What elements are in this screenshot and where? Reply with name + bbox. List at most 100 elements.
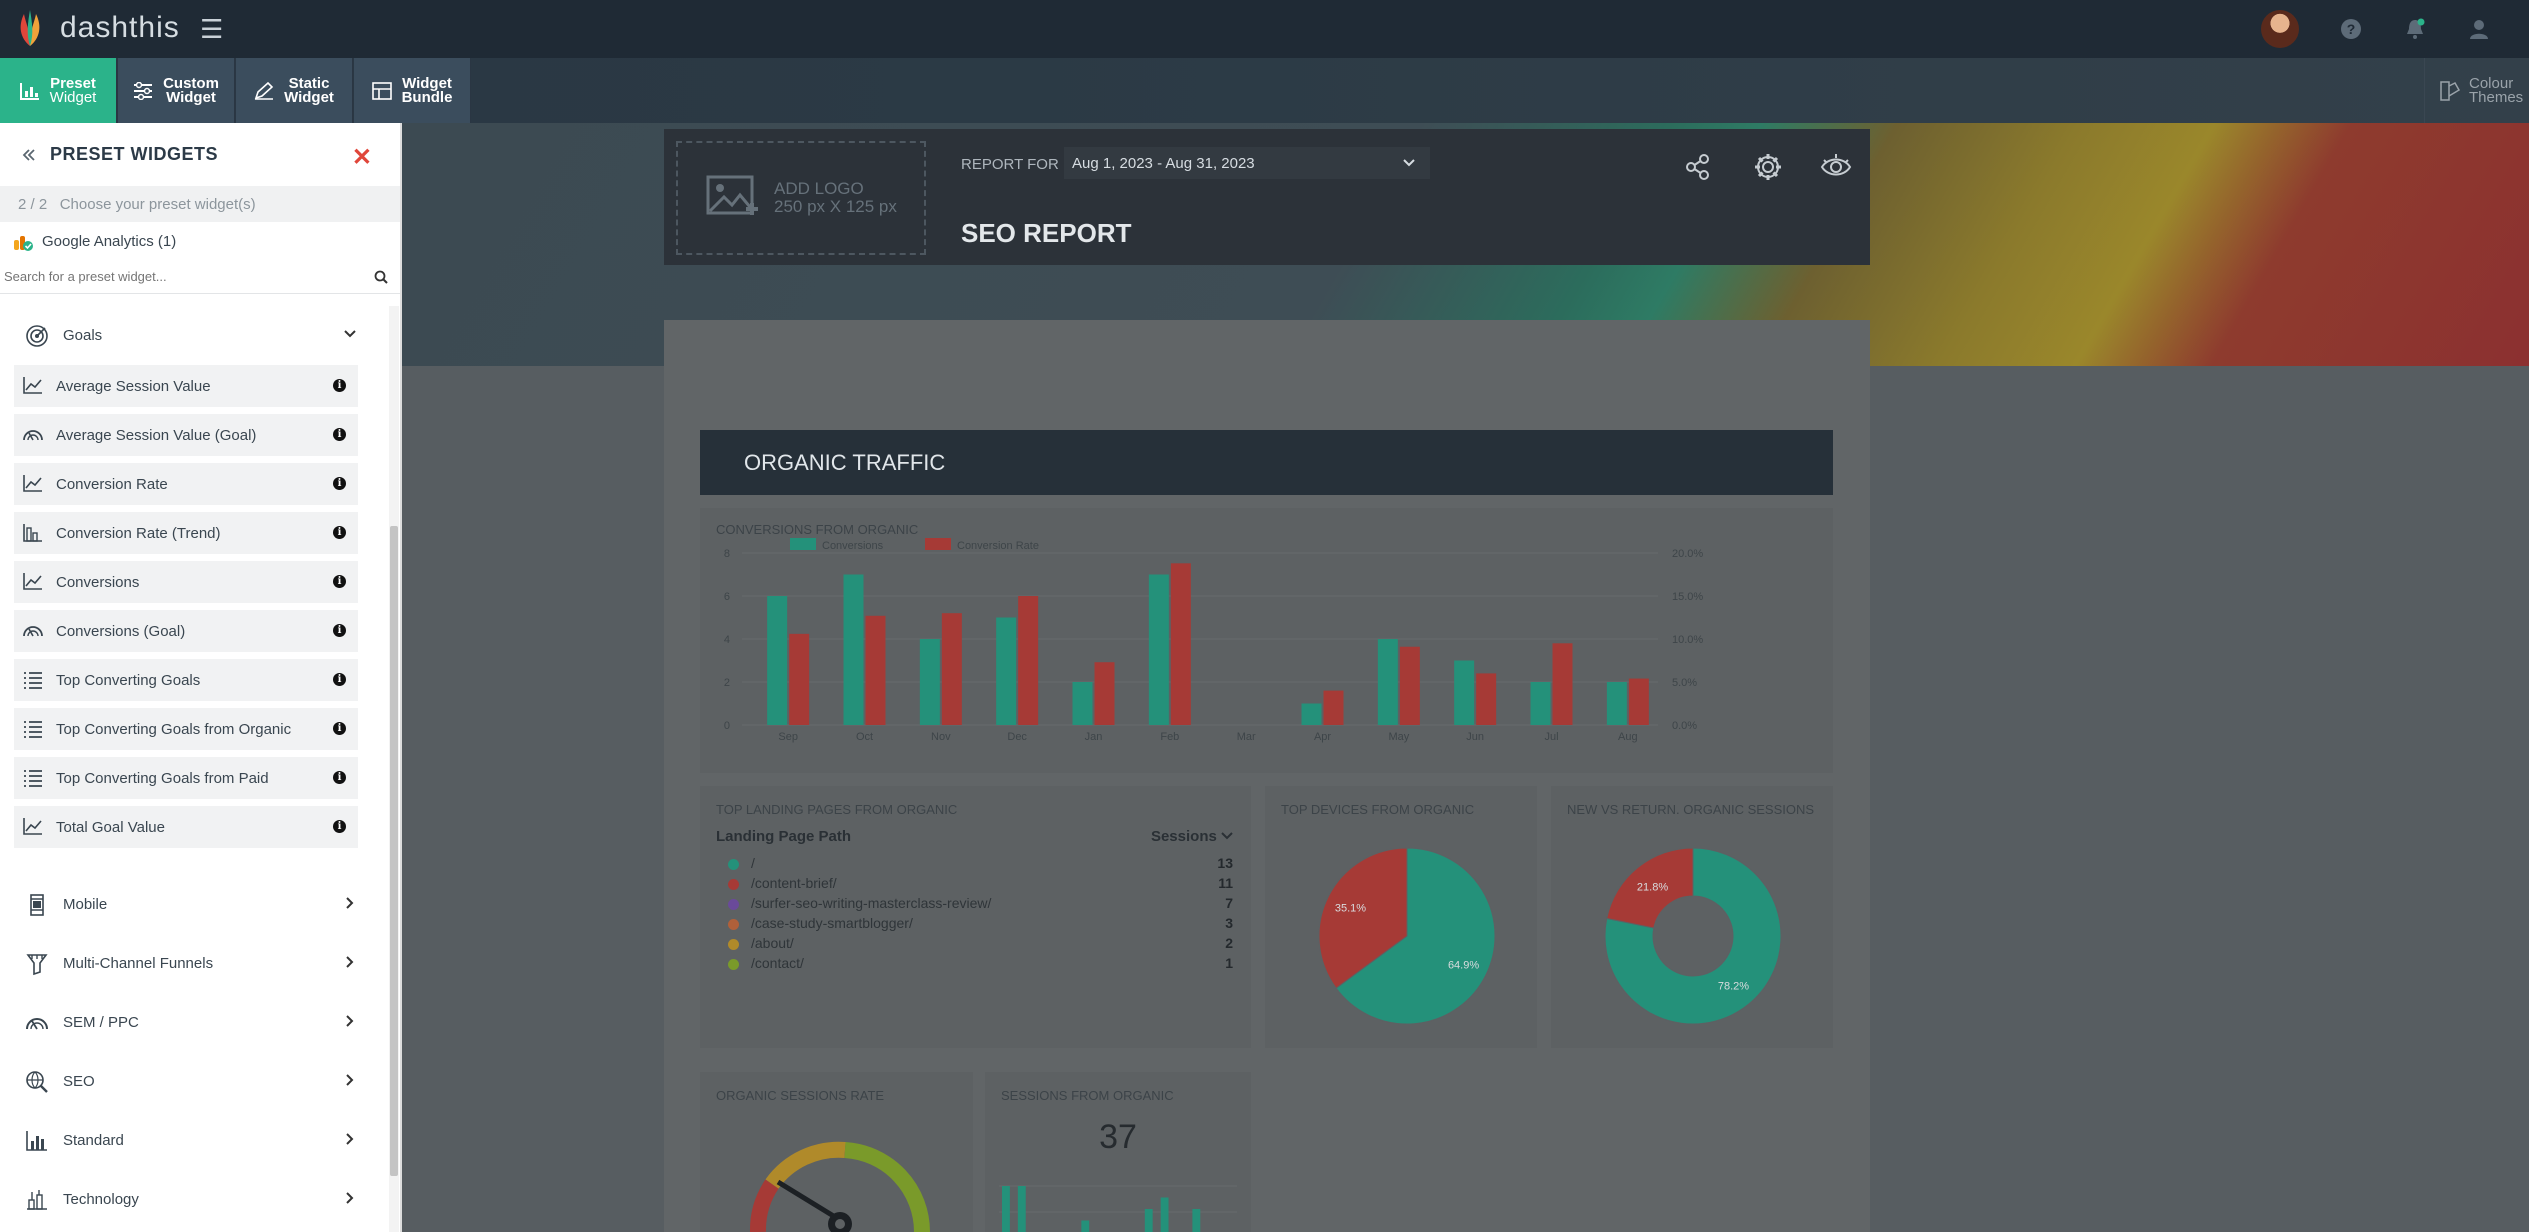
new-vs-return-widget[interactable]: NEW VS RETURN. ORGANIC SESSIONS 78.2% 21.… bbox=[1551, 786, 1833, 1048]
sessions-header[interactable]: Sessions bbox=[1151, 828, 1233, 845]
landing-page-row[interactable]: /about/2 bbox=[728, 934, 1233, 952]
pie-slice[interactable] bbox=[1335, 847, 1496, 1025]
bar-conversions[interactable] bbox=[843, 574, 864, 726]
info-icon[interactable]: i bbox=[333, 820, 346, 833]
landing-pages-widget[interactable]: TOP LANDING PAGES FROM ORGANIC Landing P… bbox=[700, 786, 1251, 1048]
sessions-from-organic-widget[interactable]: SESSIONS FROM ORGANIC 37 bbox=[985, 1072, 1251, 1232]
data-source[interactable]: Google Analytics (1) bbox=[0, 222, 400, 260]
preset-widget-item[interactable]: Conversion Rate i bbox=[14, 463, 358, 505]
bar-conversion-rate[interactable] bbox=[1018, 596, 1039, 725]
landing-page-row[interactable]: /case-study-smartblogger/3 bbox=[728, 914, 1233, 932]
info-icon[interactable]: i bbox=[333, 771, 346, 784]
widget-bundle-button[interactable]: Widget Bundle bbox=[354, 58, 471, 123]
app-logo[interactable]: dashthis bbox=[12, 8, 180, 48]
sidebar-category[interactable]: SEO bbox=[0, 1052, 388, 1111]
landing-page-row[interactable]: /surfer-seo-writing-masterclass-review/7 bbox=[728, 894, 1233, 912]
info-icon[interactable]: i bbox=[333, 526, 346, 539]
bar-conversions[interactable] bbox=[996, 617, 1017, 726]
landing-page-path-header[interactable]: Landing Page Path bbox=[716, 828, 852, 845]
bar-conversions[interactable] bbox=[1148, 574, 1169, 726]
preset-widget-button[interactable]: Preset Widget bbox=[0, 58, 117, 123]
bar-conversions[interactable] bbox=[919, 639, 940, 725]
bar-conversion-rate[interactable] bbox=[1476, 673, 1497, 725]
bar-conversions[interactable] bbox=[1530, 682, 1551, 725]
settings-gear-icon[interactable] bbox=[1752, 151, 1784, 183]
add-logo-area[interactable]: ADD LOGO 250 px X 125 px bbox=[676, 141, 926, 255]
spark-bar[interactable] bbox=[1081, 1220, 1090, 1232]
custom-widget-button[interactable]: Custom Widget bbox=[118, 58, 235, 123]
sidebar-category[interactable]: Mobile bbox=[0, 875, 388, 934]
info-icon[interactable]: i bbox=[333, 624, 346, 637]
category-goals[interactable]: Goals bbox=[0, 306, 388, 365]
spark-bar[interactable] bbox=[1192, 1209, 1201, 1232]
scrollbar-thumb[interactable] bbox=[390, 526, 398, 1176]
info-icon[interactable]: i bbox=[333, 428, 346, 441]
bar-conversion-rate[interactable] bbox=[941, 613, 962, 725]
spark-bar[interactable] bbox=[1160, 1197, 1169, 1232]
legend-label[interactable]: Conversions bbox=[822, 540, 884, 552]
preview-eye-icon[interactable] bbox=[1820, 151, 1852, 183]
spark-bar[interactable] bbox=[1017, 1186, 1026, 1232]
legend-label[interactable]: Conversion Rate bbox=[957, 540, 1039, 552]
search-input[interactable] bbox=[4, 269, 344, 284]
section-header[interactable]: ORGANIC TRAFFIC bbox=[700, 430, 1833, 495]
conversions-chart-widget[interactable]: CONVERSIONS FROM ORGANIC Conversions Conve… bbox=[700, 508, 1833, 773]
sidebar-scrollbar[interactable] bbox=[389, 306, 399, 1232]
date-range-select[interactable]: Aug 1, 2023 - Aug 31, 2023 bbox=[1064, 147, 1430, 179]
double-chevron-left-icon[interactable] bbox=[22, 148, 36, 162]
static-widget-button[interactable]: Static Widget bbox=[236, 58, 353, 123]
preset-widget-item[interactable]: Average Session Value i bbox=[14, 365, 358, 407]
bar-conversions[interactable] bbox=[1606, 682, 1627, 725]
preset-widget-item[interactable]: Top Converting Goals i bbox=[14, 659, 358, 701]
sidebar-category[interactable]: Standard bbox=[0, 1111, 388, 1170]
info-icon[interactable]: i bbox=[333, 379, 346, 392]
bar-conversions[interactable] bbox=[1454, 660, 1475, 726]
info-icon[interactable]: i bbox=[333, 722, 346, 735]
bar-conversion-rate[interactable] bbox=[865, 615, 886, 725]
help-icon[interactable]: ? bbox=[2337, 15, 2365, 43]
preset-widget-item[interactable]: Conversions (Goal) i bbox=[14, 610, 358, 652]
top-devices-widget[interactable]: TOP DEVICES FROM ORGANIC 64.9% 35.1% bbox=[1265, 786, 1537, 1048]
info-icon[interactable]: i bbox=[333, 477, 346, 490]
landing-page-row[interactable]: /content-brief/11 bbox=[728, 874, 1233, 892]
avatar[interactable] bbox=[2261, 10, 2299, 48]
bar-conversion-rate[interactable] bbox=[1323, 690, 1344, 725]
close-icon[interactable]: ✕ bbox=[351, 144, 372, 171]
bar-conversion-rate[interactable] bbox=[1170, 563, 1191, 725]
bar-conversions[interactable] bbox=[767, 596, 788, 725]
bar-conversion-rate[interactable] bbox=[1552, 643, 1573, 725]
sidebar-category[interactable]: SEM / PPC bbox=[0, 993, 388, 1052]
pie-slice[interactable] bbox=[1606, 847, 1694, 929]
preset-widget-item[interactable]: Conversion Rate (Trend) i bbox=[14, 512, 358, 554]
pie-slice[interactable] bbox=[1318, 847, 1408, 989]
bar-conversion-rate[interactable] bbox=[789, 633, 810, 725]
bar-conversions[interactable] bbox=[1301, 703, 1322, 726]
share-icon[interactable] bbox=[1682, 151, 1714, 183]
info-icon[interactable]: i bbox=[333, 575, 346, 588]
bar-conversion-rate[interactable] bbox=[1399, 646, 1420, 725]
spark-bar[interactable] bbox=[1144, 1209, 1153, 1232]
bar-conversion-rate[interactable] bbox=[1628, 678, 1649, 725]
info-icon[interactable]: i bbox=[333, 673, 346, 686]
notification-bell-icon[interactable] bbox=[2401, 15, 2429, 43]
preset-widget-item[interactable]: Top Converting Goals from Organic i bbox=[14, 708, 358, 750]
bar-conversions[interactable] bbox=[1072, 682, 1093, 725]
preset-widget-item[interactable]: Total Goal Value i bbox=[14, 806, 358, 848]
sidebar-category[interactable]: Technology bbox=[0, 1170, 388, 1229]
sidebar-category[interactable]: Multi-Channel Funnels bbox=[0, 934, 388, 993]
preset-widget-item[interactable]: Top Converting Goals from Paid i bbox=[14, 757, 358, 799]
organic-sessions-rate-widget[interactable]: ORGANIC SESSIONS RATE bbox=[700, 1072, 973, 1232]
widget-search[interactable] bbox=[0, 260, 400, 294]
menu-icon[interactable]: ☰ bbox=[200, 14, 224, 44]
spark-bar[interactable] bbox=[1002, 1186, 1010, 1232]
colour-themes-button[interactable]: Colour Themes bbox=[2424, 58, 2529, 123]
user-icon[interactable] bbox=[2465, 15, 2493, 43]
bar-conversion-rate[interactable] bbox=[1094, 662, 1115, 725]
landing-page-row[interactable]: /contact/1 bbox=[728, 954, 1233, 972]
landing-page-row[interactable]: / 13 bbox=[728, 854, 1233, 872]
pie-slice[interactable] bbox=[1604, 847, 1782, 1025]
search-icon[interactable] bbox=[374, 270, 388, 284]
preset-widget-item[interactable]: Conversions i bbox=[14, 561, 358, 603]
preset-widget-item[interactable]: Average Session Value (Goal) i bbox=[14, 414, 358, 456]
bar-conversions[interactable] bbox=[1377, 639, 1398, 725]
